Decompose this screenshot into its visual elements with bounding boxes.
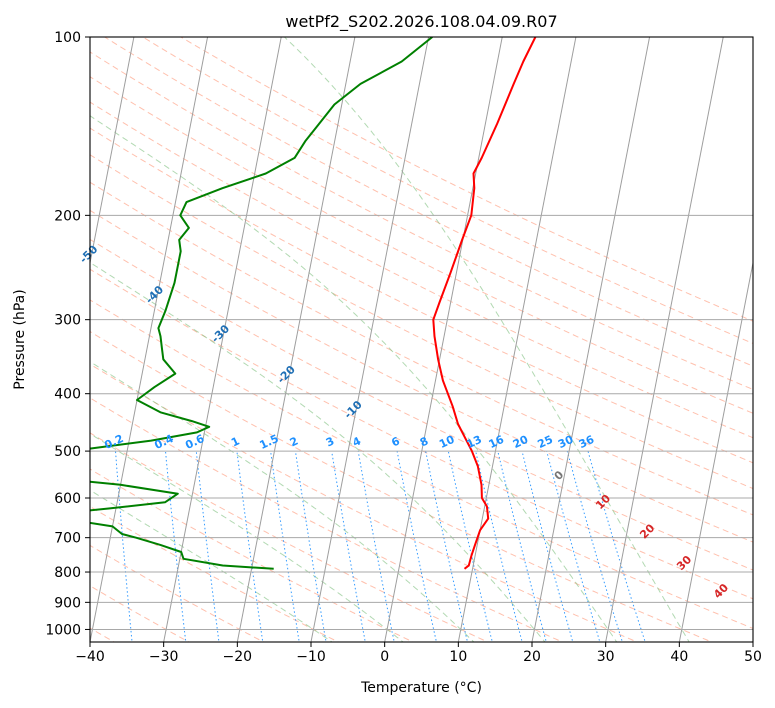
mixing-ratio-line: [447, 450, 493, 642]
x-tick-label: −20: [223, 649, 253, 665]
isotherm: [90, 37, 209, 642]
mixing-ratio-label: 20: [511, 433, 531, 451]
y-tick-label: 500: [54, 444, 81, 460]
y-tick-label: 900: [54, 595, 81, 611]
dry-adiabat: [103, 37, 753, 367]
mixing-ratio-label: 30: [556, 433, 576, 451]
y-tick-label: 100: [54, 30, 81, 46]
x-tick-label: −10: [296, 649, 326, 665]
isotherm: [457, 37, 577, 642]
y-tick-label: 300: [54, 313, 81, 329]
x-tick-label: −30: [149, 649, 179, 665]
mixing-ratio-line: [396, 451, 437, 642]
mixing-ratio-line: [270, 451, 300, 642]
y-axis-label: Pressure (hPa): [12, 289, 28, 389]
chart-title: wetPf2_S202.2026.108.04.09.R07: [285, 12, 557, 32]
y-tick-label: 400: [54, 387, 81, 403]
dry-adiabat: [90, 432, 489, 642]
mixing-ratio-line: [357, 451, 395, 642]
mixing-ratio-line: [497, 450, 547, 642]
y-tick-label: 800: [54, 565, 81, 581]
x-tick-label: −40: [75, 649, 105, 665]
x-tick-label: 50: [744, 649, 762, 665]
isotherm: [678, 260, 753, 642]
plot-frame: [89, 36, 754, 643]
y-tick-label: 1000: [45, 622, 81, 638]
y-tick-label: 700: [54, 531, 81, 547]
temperature-profile-line: [432, 37, 537, 570]
dry-adiabat: [90, 127, 753, 464]
mixing-ratio-label: 25: [536, 433, 555, 451]
x-tick-label: 20: [523, 649, 541, 665]
mixing-ratio-label: 13: [465, 433, 484, 451]
dry-adiabat: [90, 101, 753, 439]
dry-adiabat: [90, 181, 753, 516]
mixing-ratio-line: [475, 450, 523, 642]
isotherm: [163, 37, 282, 642]
isotherm: [310, 37, 430, 642]
dry-adiabat: [90, 238, 753, 571]
isotherm: [384, 37, 503, 642]
mixing-ratio-label: 36: [577, 433, 597, 451]
isotherm: [605, 37, 724, 642]
mixing-ratio-line: [521, 450, 574, 642]
dry-adiabat: [90, 209, 753, 543]
x-tick-label: 10: [449, 649, 467, 665]
isotherm: [90, 37, 135, 266]
y-tick-label: 200: [54, 208, 81, 224]
y-tick-label: 600: [54, 491, 81, 507]
dry-adiabat: [90, 154, 753, 490]
x-tick-label: 40: [670, 649, 688, 665]
mixing-ratio-line: [587, 450, 646, 642]
mixing-ratio-line: [546, 450, 601, 642]
x-tick-label: 30: [597, 649, 615, 665]
x-tick-label: 0: [380, 649, 389, 665]
mixing-ratio-line: [566, 450, 623, 642]
isotherm: [236, 37, 356, 642]
isotherm: [531, 37, 651, 642]
mixing-ratio-line: [331, 451, 366, 642]
mixing-ratio-line: [294, 451, 327, 642]
mixing-ratio-label: 10: [437, 433, 457, 451]
dry-adiabat: [179, 37, 753, 322]
dewpoint-profile-line: [90, 37, 433, 570]
mixing-ratio-label: 16: [487, 433, 507, 451]
x-axis-label: Temperature (°C): [360, 680, 482, 696]
moist-adiabat: [283, 37, 690, 642]
